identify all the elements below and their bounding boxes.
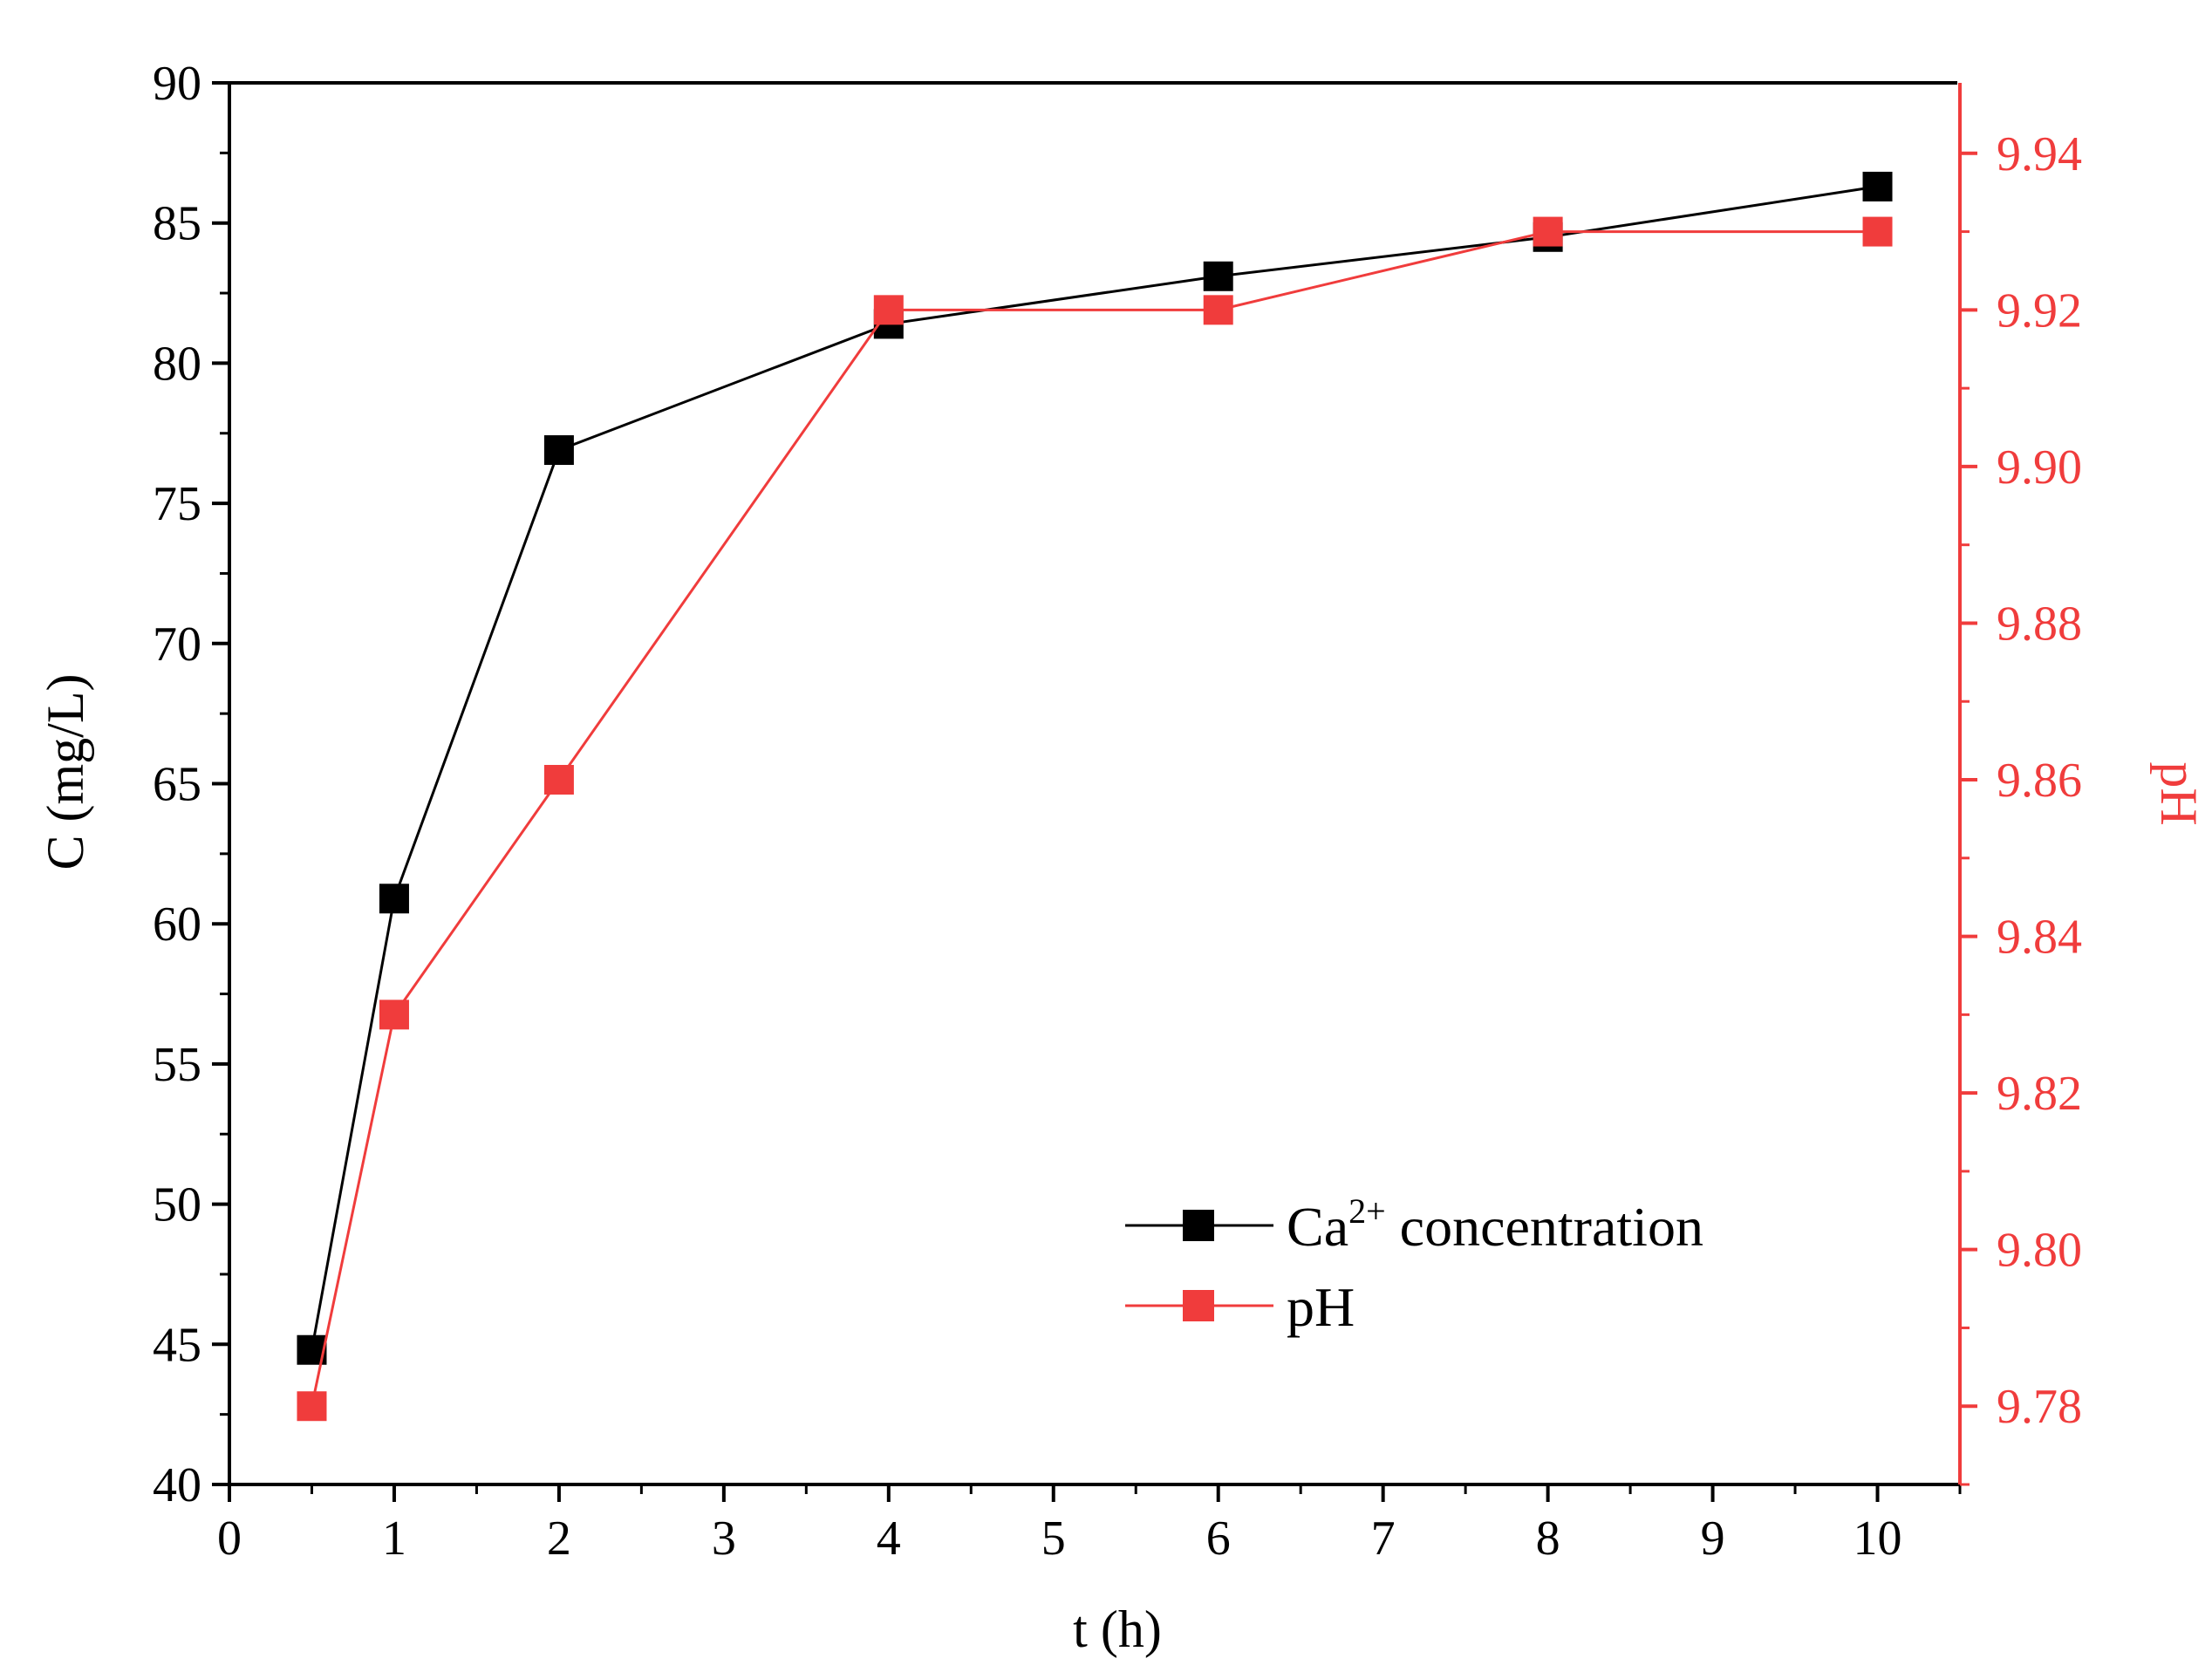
data-point-ph <box>1862 216 1893 247</box>
y-tick-label: 70 <box>153 618 201 672</box>
legend-ca-suffix: concentration <box>1386 1196 1703 1258</box>
data-point-ph <box>1533 216 1563 247</box>
data-point-ca <box>543 435 574 466</box>
x-tick-label: 6 <box>1206 1512 1231 1566</box>
x-tick-label: 7 <box>1371 1512 1396 1566</box>
y2-tick-label: 9.94 <box>1997 127 2082 181</box>
x-tick-label: 3 <box>712 1512 736 1566</box>
x-tick-label: 5 <box>1041 1512 1066 1566</box>
y2-tick-label: 9.84 <box>1997 911 2082 965</box>
x-tick-label: 10 <box>1854 1512 1902 1566</box>
y2-tick-label: 9.88 <box>1997 597 2082 651</box>
x-tick-label: 0 <box>217 1512 242 1566</box>
y2-tick-label: 9.80 <box>1997 1224 2082 1278</box>
x-tick-label: 4 <box>877 1512 901 1566</box>
data-point-ph <box>297 1391 327 1422</box>
y2-axis-title: pH <box>2150 761 2208 825</box>
y-tick-label: 80 <box>153 337 201 391</box>
y-tick-label: 50 <box>153 1178 201 1232</box>
x-tick-label: 9 <box>1701 1512 1725 1566</box>
x-tick-label: 8 <box>1536 1512 1560 1566</box>
legend-ca-superscript: 2+ <box>1348 1191 1386 1231</box>
y2-tick-label: 9.86 <box>1997 754 2082 808</box>
x-axis-title: t (h) <box>1073 1600 1162 1658</box>
x-tick-label: 2 <box>547 1512 571 1566</box>
y-tick-label: 90 <box>153 57 201 111</box>
y-tick-label: 45 <box>153 1318 201 1372</box>
legend-marker-ca <box>1183 1210 1214 1241</box>
data-point-ca <box>1203 261 1233 291</box>
y-axis-title: C (mg/L) <box>37 674 94 870</box>
y-tick-label: 55 <box>153 1038 201 1092</box>
legend-marker-ph <box>1183 1290 1214 1321</box>
y2-tick-label: 9.78 <box>1997 1380 2082 1434</box>
data-point-ph <box>379 1000 409 1030</box>
data-point-ca <box>1862 171 1893 201</box>
data-point-ca <box>379 884 409 914</box>
y2-tick-label: 9.82 <box>1997 1067 2082 1121</box>
legend-label-ca: Ca2+ concentration <box>1287 1191 1703 1258</box>
data-point-ph <box>873 295 904 325</box>
legend-ca-name: Ca <box>1287 1196 1348 1258</box>
legend-label-ph: pH <box>1287 1276 1355 1338</box>
y-tick-label: 60 <box>153 897 201 952</box>
data-point-ph <box>543 765 574 795</box>
y-tick-label: 40 <box>153 1458 201 1512</box>
x-tick-label: 1 <box>382 1512 406 1566</box>
data-point-ph <box>1203 295 1233 325</box>
y2-tick-label: 9.92 <box>1997 283 2082 338</box>
y-tick-label: 85 <box>153 197 201 251</box>
legend: Ca2+ concentration pH <box>1125 1191 1703 1338</box>
y-tick-label: 75 <box>153 477 201 531</box>
y2-tick-label: 9.90 <box>1997 440 2082 495</box>
y-tick-label: 65 <box>153 758 201 812</box>
